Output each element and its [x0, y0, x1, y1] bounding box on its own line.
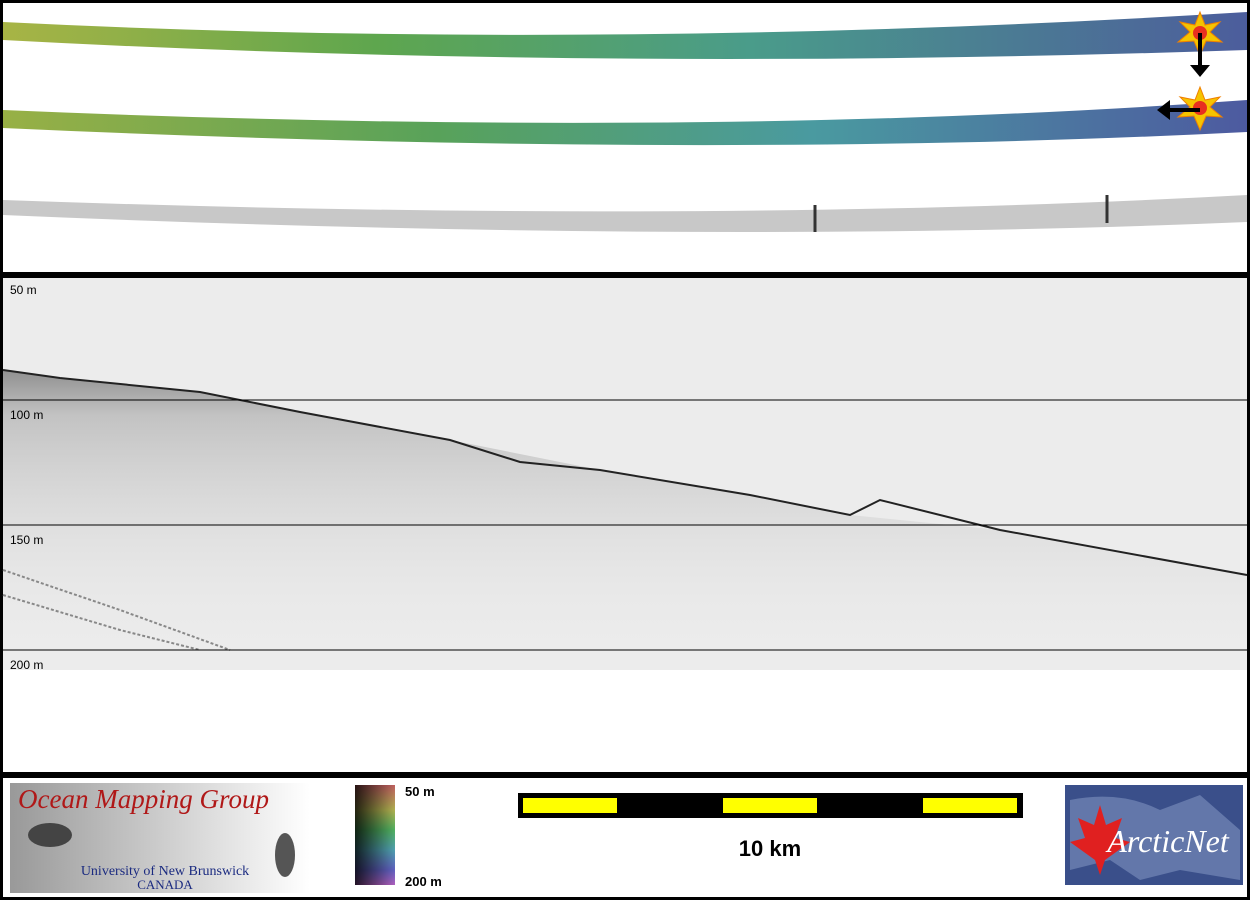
backscatter-swath — [3, 195, 1247, 232]
depth-label: 50 m — [10, 283, 37, 297]
depth-label: 100 m — [10, 408, 43, 422]
start-marker — [1176, 10, 1224, 77]
arcticnet-logo: ArcticNet — [1065, 785, 1243, 885]
arcticnet-title: ArcticNet — [1105, 823, 1230, 859]
colorbar-shade — [355, 785, 395, 885]
swath — [3, 100, 1247, 146]
depth-label: 150 m — [10, 533, 43, 547]
depth-label: 200 m — [10, 658, 43, 672]
scale-bar — [518, 793, 1023, 818]
logo-university: University of New Brunswick — [81, 864, 249, 879]
subbottom — [3, 370, 1247, 670]
seabed-echo — [2, 369, 1248, 576]
swath — [3, 12, 1247, 59]
scale-label: 10 km — [739, 836, 801, 861]
colorbar-label: 200 m — [405, 874, 442, 889]
logo-title: Ocean Mapping Group — [18, 784, 269, 814]
omg-logo: Ocean Mapping Group University of New Br… — [10, 783, 310, 893]
end-marker — [1157, 85, 1224, 132]
multiple-echo — [2, 569, 231, 651]
colorbar-label: 50 m — [405, 784, 435, 799]
logo-country: CANADA — [137, 877, 193, 892]
